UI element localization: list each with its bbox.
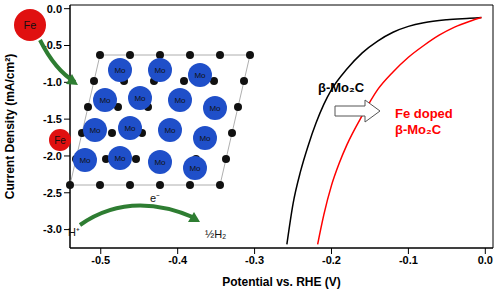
svg-text:Mo: Mo	[194, 71, 206, 80]
svg-text:-0.1: -0.1	[399, 254, 418, 266]
svg-text:Mo: Mo	[154, 66, 166, 75]
svg-text:Mo: Mo	[114, 66, 126, 75]
svg-text:β-Mo₂C: β-Mo₂C	[318, 80, 365, 95]
svg-text:½H₂: ½H₂	[205, 228, 226, 240]
svg-text:Potential vs. RHE (V): Potential vs. RHE (V)	[222, 275, 341, 289]
svg-text:Mo: Mo	[79, 156, 91, 165]
svg-text:Mo: Mo	[164, 126, 176, 135]
svg-text:-1.0: -1.0	[43, 76, 62, 88]
svg-text:Mo: Mo	[189, 164, 201, 173]
svg-text:e⁻: e⁻	[150, 192, 160, 204]
svg-text:Mo: Mo	[209, 104, 221, 113]
svg-text:-1.5: -1.5	[43, 113, 62, 125]
svg-text:-0.2: -0.2	[322, 254, 341, 266]
svg-text:0.0: 0.0	[478, 254, 493, 266]
svg-text:Fe: Fe	[24, 19, 37, 31]
svg-text:Fe doped: Fe doped	[395, 106, 453, 121]
svg-text:-2.5: -2.5	[43, 187, 62, 199]
svg-text:Mo: Mo	[124, 124, 136, 133]
svg-text:Mo: Mo	[174, 96, 186, 105]
svg-text:-2.0: -2.0	[43, 150, 62, 162]
svg-text:-0.3: -0.3	[245, 254, 264, 266]
svg-text:-0.4: -0.4	[168, 254, 188, 266]
svg-text:Mo: Mo	[114, 154, 126, 163]
svg-text:β-Mo₂C: β-Mo₂C	[395, 122, 442, 137]
svg-text:Mo: Mo	[154, 158, 166, 167]
svg-text:Mo: Mo	[89, 126, 101, 135]
svg-text:-0.5: -0.5	[91, 254, 110, 266]
svg-text:H⁺: H⁺	[68, 226, 80, 238]
svg-text:-3.0: -3.0	[43, 223, 62, 235]
svg-text:Mo: Mo	[134, 94, 146, 103]
svg-text:Mo: Mo	[199, 134, 211, 143]
svg-text:Mo: Mo	[99, 96, 111, 105]
svg-text:-0.5: -0.5	[43, 39, 62, 51]
svg-text:Current Density (mA/cm²): Current Density (mA/cm²)	[3, 54, 17, 199]
svg-text:Fe: Fe	[54, 135, 66, 146]
svg-text:0.0: 0.0	[47, 3, 62, 15]
